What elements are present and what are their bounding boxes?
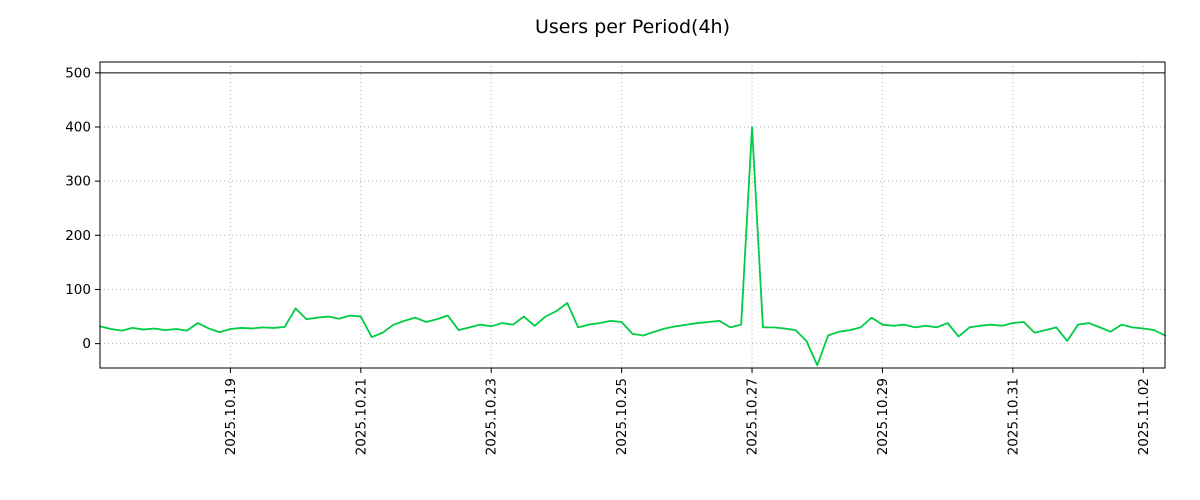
x-tick-label: 2025.11.02	[1136, 378, 1152, 455]
x-tick-label: 2025.10.27	[745, 378, 761, 455]
y-tick-label: 200	[65, 228, 91, 244]
x-tick-label: 2025.10.23	[484, 378, 500, 455]
plot-frame	[99, 61, 1166, 369]
x-tick-label: 2025.10.31	[1005, 378, 1021, 455]
y-tick-label: 100	[65, 282, 91, 298]
x-tick-label: 2025.10.21	[353, 378, 369, 455]
y-tick-label: 500	[65, 65, 91, 81]
x-tick-label: 2025.10.25	[614, 378, 630, 455]
x-tick-label: 2025.10.19	[223, 378, 239, 455]
x-tick-label: 2025.10.29	[875, 378, 891, 455]
y-tick-label: 400	[65, 119, 91, 135]
y-tick-label: 300	[65, 174, 91, 190]
y-tick-label: 0	[82, 336, 91, 352]
series-line-users	[99, 126, 1166, 367]
chart-title: Users per Period(4h)	[534, 16, 731, 38]
